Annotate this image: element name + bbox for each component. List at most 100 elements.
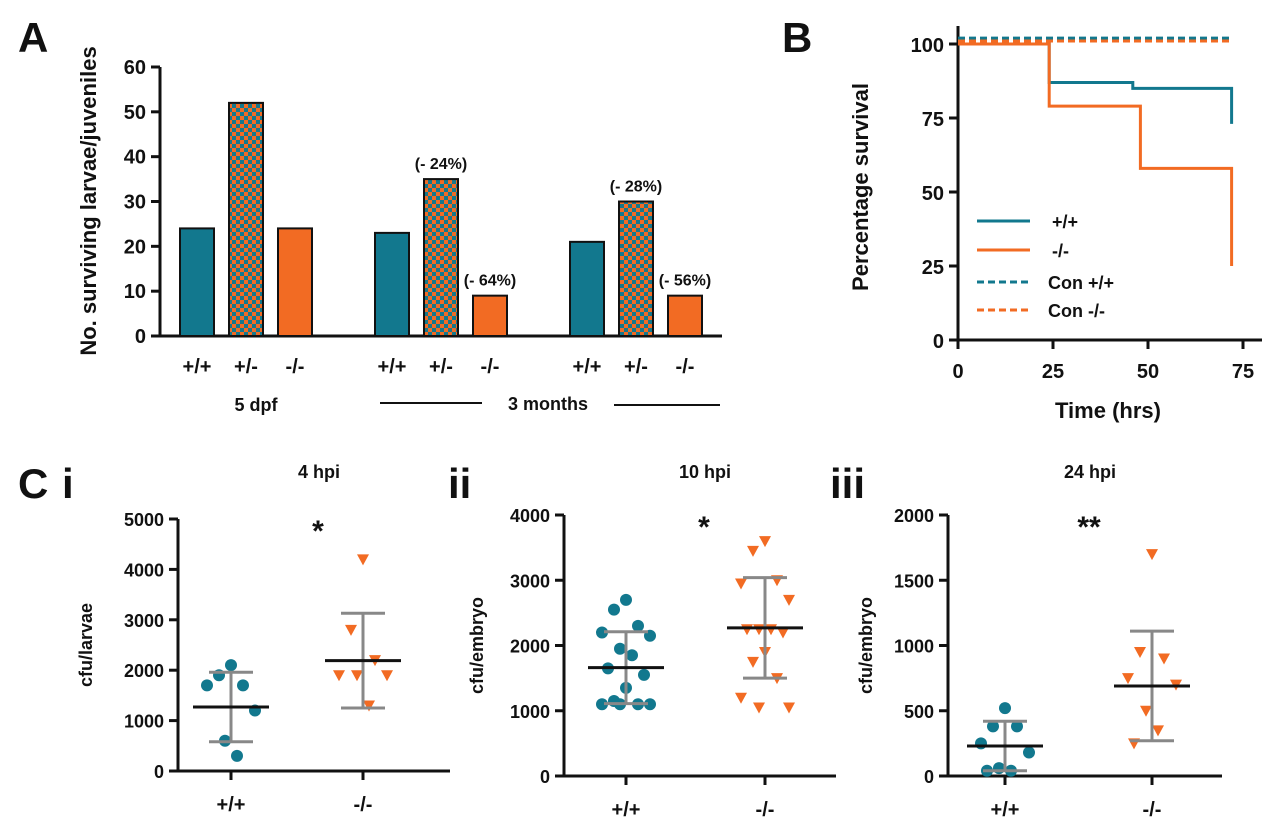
data-point: [1122, 673, 1134, 685]
data-point: [237, 679, 249, 692]
data-point: [333, 670, 345, 682]
x-tick-label: -/-: [1143, 799, 1162, 821]
data-point: [231, 749, 243, 762]
data-point: [783, 594, 795, 606]
data-point: [614, 642, 626, 655]
data-point: [608, 603, 620, 616]
y-axis-title: cfu/embryo: [467, 597, 487, 694]
x-tick-label: +/-: [234, 356, 258, 378]
bar-chart-a: 0 10 20 30 40 50 60 No. surviving larvae/juveni…: [76, 46, 722, 415]
y-tick-label: 0: [135, 326, 146, 348]
y-tick-label: 5000: [124, 510, 164, 530]
data-point: [735, 692, 747, 704]
legend-label: +/+: [1052, 212, 1078, 232]
bar: [423, 178, 459, 337]
y-tick-label: 20: [124, 236, 146, 258]
panel-sublabel: iii: [830, 460, 865, 507]
x-tick-label: +/-: [624, 356, 648, 378]
y-tick-label: 1000: [510, 702, 550, 722]
data-point: [626, 649, 638, 662]
scatter-chart-cii: 0 1000 2000 3000 4000 +/+ -/- ii 10 hpi * cfu/embr…: [448, 460, 836, 821]
y-tick-label: 50: [922, 183, 944, 205]
x-tick-label: +/+: [217, 794, 246, 816]
bar-annotation: (- 24%): [415, 156, 467, 173]
data-point: [1158, 653, 1170, 665]
group-label: 5 dpf: [235, 395, 279, 415]
bar-annotation: (- 28%): [610, 179, 662, 196]
data-point: [644, 698, 656, 711]
series-line: [958, 42, 1234, 266]
y-tick-label: 0: [933, 331, 944, 353]
x-tick-label: +/+: [573, 356, 602, 378]
y-axis-title: cfu/embryo: [856, 597, 876, 694]
bar: [667, 294, 703, 337]
x-tick-label: -/-: [286, 356, 305, 378]
y-tick-label: 0: [154, 762, 164, 782]
y-tick-label: 25: [922, 257, 944, 279]
bar: [569, 240, 605, 338]
data-point: [351, 670, 363, 682]
data-point: [638, 668, 650, 681]
data-point: [1140, 705, 1152, 717]
y-tick-label: 10: [124, 281, 146, 303]
x-tick-label: +/+: [183, 356, 212, 378]
group-label: 3 months: [508, 394, 588, 414]
y-tick-label: 3000: [124, 611, 164, 631]
data-point: [1134, 647, 1146, 659]
y-tick-label: 0: [540, 767, 550, 787]
y-tick-label: 2000: [124, 661, 164, 681]
significance-marker: *: [312, 515, 324, 548]
y-tick-label: 4000: [510, 506, 550, 526]
data-point: [741, 624, 753, 636]
panel-sublabel: i: [62, 460, 74, 507]
y-tick-label: 0: [924, 767, 934, 787]
x-axis-title: Time (hrs): [1055, 398, 1161, 423]
data-point: [632, 619, 644, 632]
data-point: [999, 702, 1011, 715]
panel-label-b: B: [782, 14, 812, 61]
scatter-chart-ciii: 0 500 1000 1500 2000 +/+ -/- iii 24 hpi ** cfu/emb…: [830, 460, 1222, 821]
data-point: [1023, 746, 1035, 759]
panel-sublabel: ii: [448, 460, 471, 507]
y-tick-label: 40: [124, 147, 146, 169]
y-tick-label: 1500: [894, 571, 934, 591]
bar: [228, 101, 264, 337]
bar: [374, 231, 410, 337]
bar-annotation: (- 64%): [464, 273, 516, 290]
data-point: [783, 702, 795, 714]
y-tick-label: 75: [922, 109, 944, 131]
x-tick-label: 0: [952, 361, 963, 383]
data-point: [381, 670, 393, 682]
y-tick-label: 30: [124, 192, 146, 214]
data-point: [1152, 725, 1164, 737]
x-tick-label: +/+: [378, 356, 407, 378]
data-point: [765, 624, 777, 636]
x-tick-label: -/-: [756, 799, 775, 821]
x-tick-label: +/+: [991, 799, 1020, 821]
x-tick-label: -/-: [354, 794, 373, 816]
chart-title: 10 hpi: [679, 462, 731, 482]
data-point: [1146, 549, 1158, 561]
data-point: [363, 700, 375, 712]
data-point: [777, 627, 789, 639]
y-tick-label: 3000: [510, 571, 550, 591]
data-point: [357, 554, 369, 566]
y-axis-title: No. surviving larvae/juveniles: [76, 46, 101, 355]
x-tick-label: +/+: [612, 799, 641, 821]
scatter-chart-ci: 0 1000 2000 3000 4000 5000 +/+ -/- i 4 hpi * cfu/la…: [62, 460, 450, 816]
bar: [179, 227, 215, 337]
data-point: [993, 762, 1005, 775]
x-tick-label: 75: [1232, 361, 1254, 383]
data-point: [759, 536, 771, 548]
bar: [277, 227, 313, 337]
data-point: [345, 624, 357, 636]
y-tick-label: 4000: [124, 560, 164, 580]
data-point: [747, 545, 759, 557]
legend-label: Con -/-: [1048, 301, 1105, 321]
y-tick-label: 60: [124, 57, 146, 79]
data-point: [1011, 720, 1023, 733]
series-line: [958, 42, 1234, 124]
y-tick-label: 50: [124, 102, 146, 124]
x-tick-label: -/-: [481, 356, 500, 378]
